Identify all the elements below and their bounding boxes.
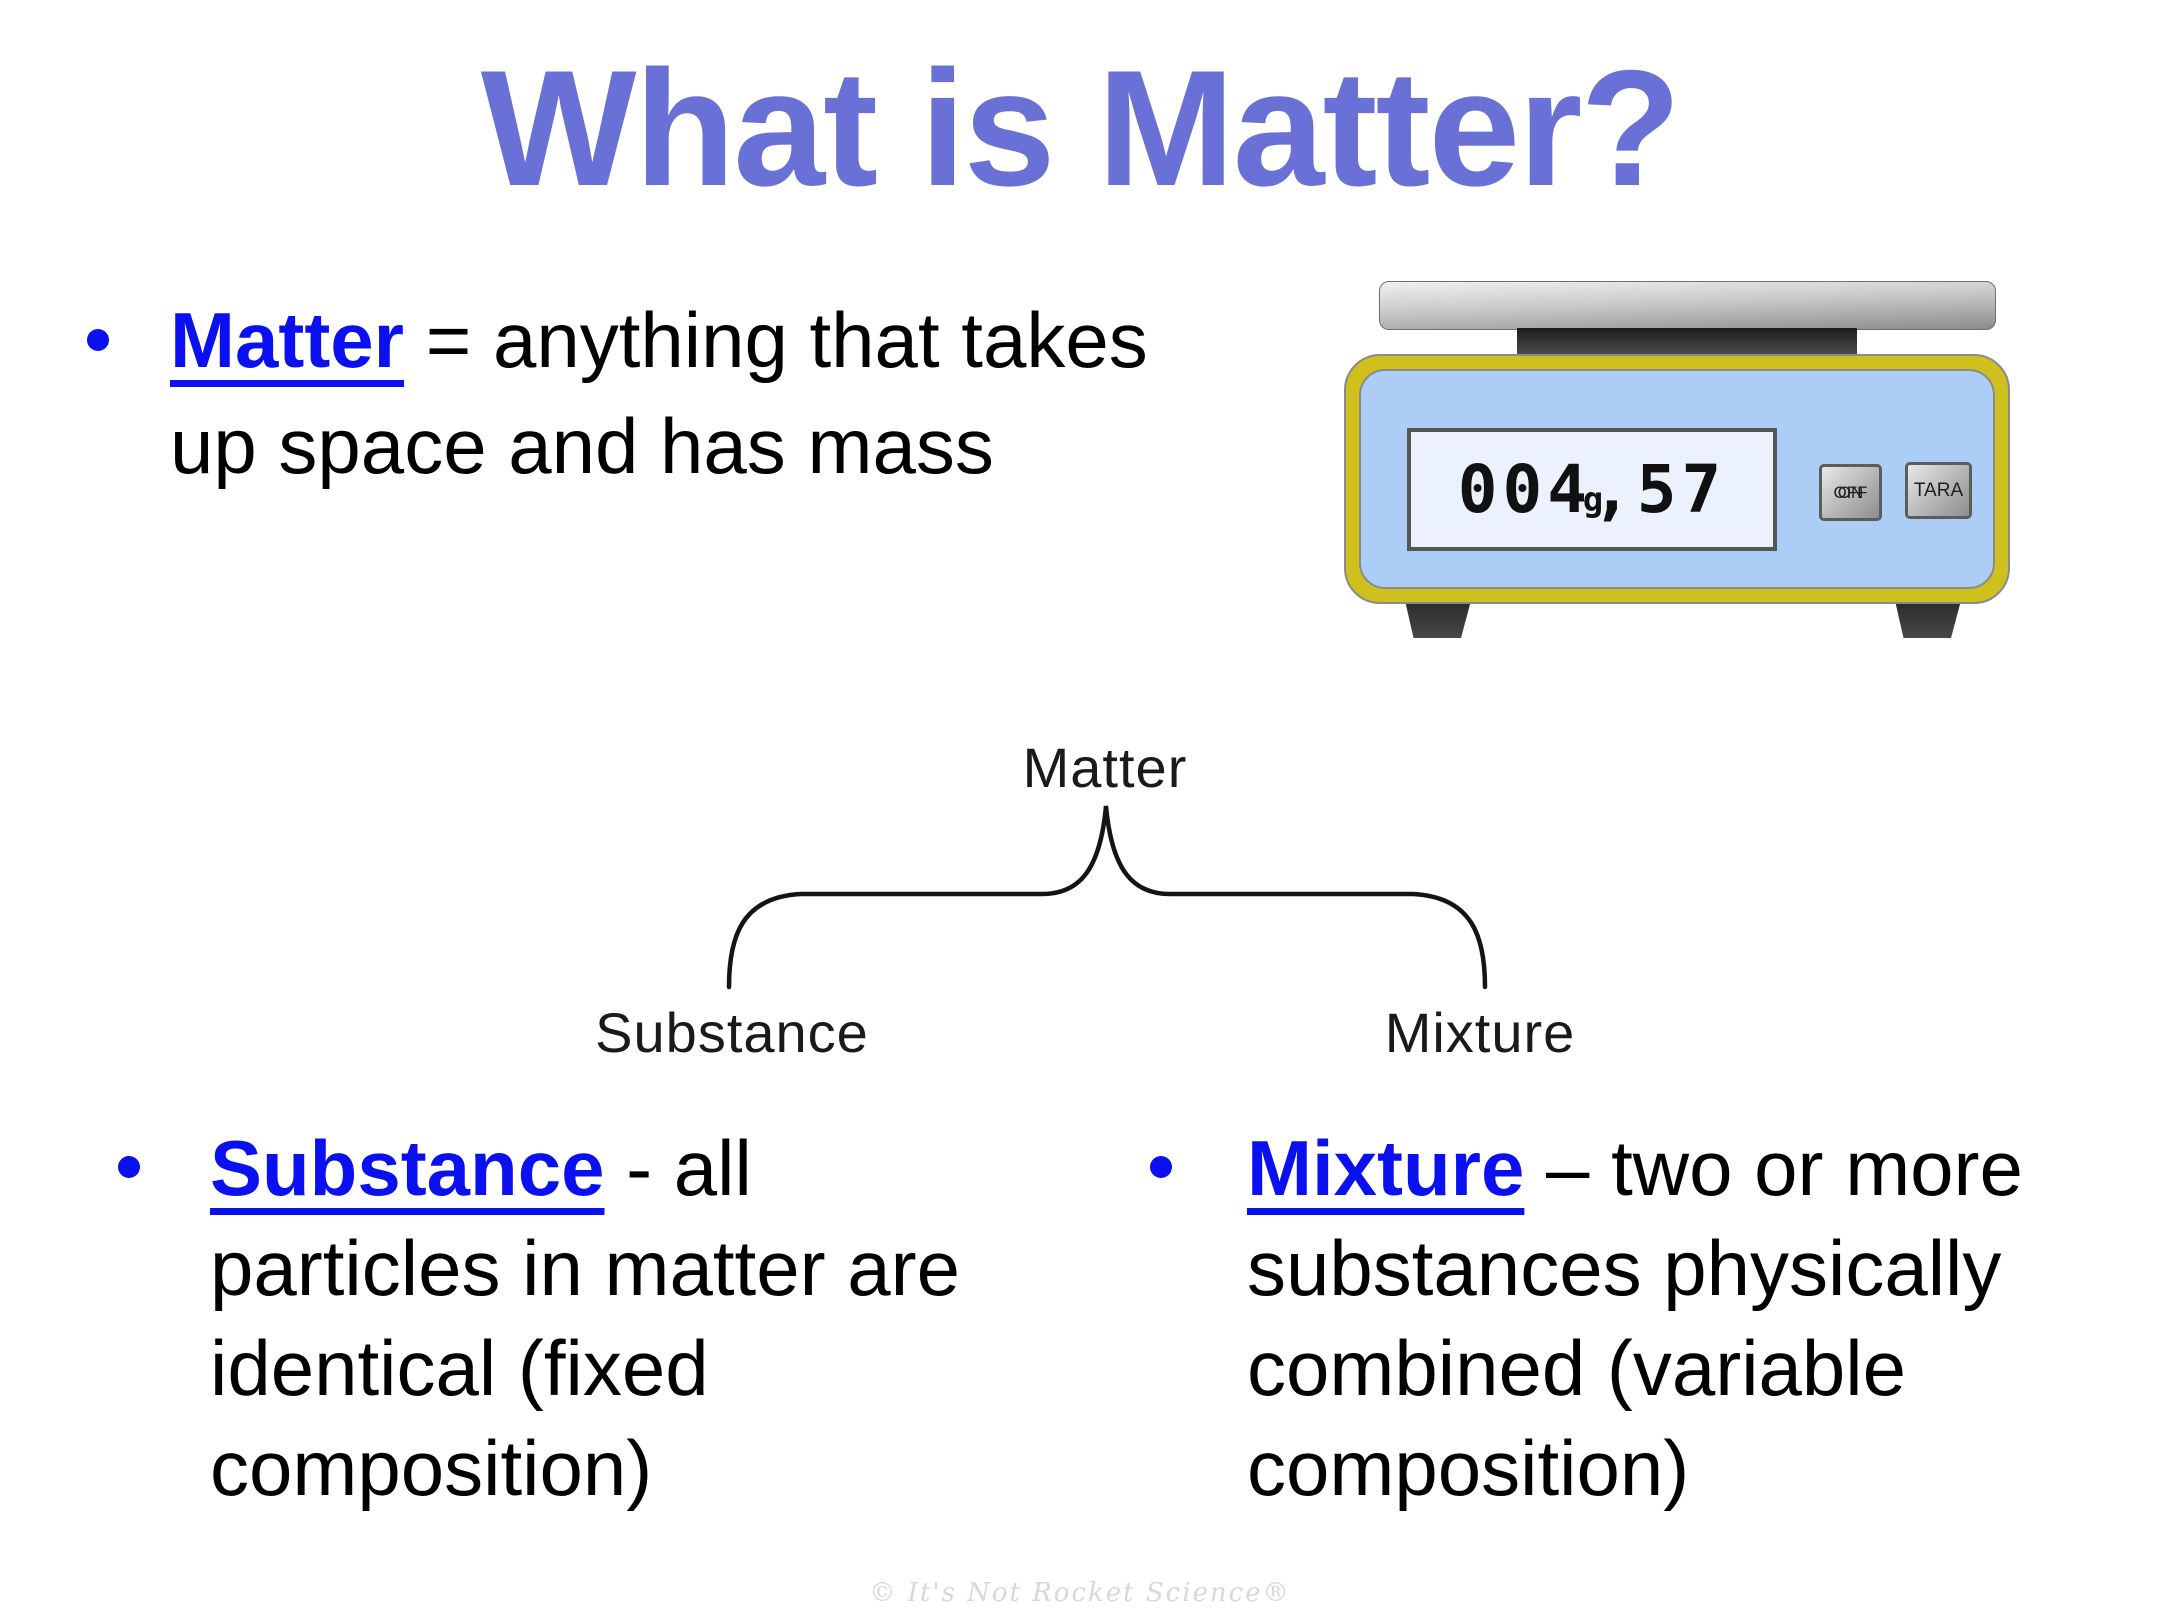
substance-term: Substance: [210, 1124, 605, 1212]
brace-curve-icon: [726, 805, 1488, 990]
bullet-dot: [118, 1156, 140, 1178]
substance-line4: composition): [210, 1424, 653, 1512]
scale-display-value: 004,57: [1457, 451, 1727, 528]
bullet-substance: Substance - all particles in matter are id…: [90, 1118, 1100, 1518]
scale-body-panel: 004,57 g ON OFF TARA: [1359, 369, 1995, 589]
diagram-right-label: Mixture: [1384, 1001, 1576, 1064]
bullet-mixture: Mixture – two or more substances physical…: [1120, 1118, 2160, 1518]
bullet-substance-text: Substance - all particles in matter are id…: [210, 1118, 960, 1518]
bullet-dot: [1150, 1156, 1172, 1178]
scale-foot-right: [1894, 600, 1962, 638]
substance-line2: particles in matter are: [210, 1224, 960, 1312]
power-button-label-on: ON: [1837, 482, 1864, 502]
mixture-line2: substances physically: [1247, 1224, 2002, 1312]
scale-power-button: ON OFF: [1819, 464, 1882, 521]
diagram-root-label: Matter: [1022, 736, 1188, 799]
diagram-left-label: Substance: [595, 1001, 869, 1064]
scale-foot-left: [1404, 600, 1472, 638]
substance-line3: identical (fixed: [210, 1324, 709, 1412]
mixture-rest-line1: – two or more: [1524, 1124, 2023, 1212]
tare-button-label: TARA: [1913, 479, 1964, 501]
mixture-line4: composition): [1247, 1424, 1690, 1512]
digital-scale-illustration: 004,57 g ON OFF TARA: [1330, 270, 2020, 650]
scale-display-unit: g: [1582, 479, 1604, 520]
scale-tare-button: TARA: [1905, 462, 1972, 519]
scale-weighing-plate: [1379, 281, 1996, 330]
copyright-watermark: © It's Not Rocket Science®: [869, 1578, 1291, 1608]
bullet-matter: Matter = anything that takes up space and…: [60, 287, 1320, 499]
page-title: What is Matter?: [480, 36, 1681, 220]
matter-term: Matter: [170, 296, 405, 384]
matter-rest-line1: = anything that takes: [404, 296, 1148, 384]
scale-display: 004,57 g: [1407, 428, 1777, 551]
mixture-term: Mixture: [1247, 1124, 1525, 1212]
bullet-matter-text: Matter = anything that takes up space and…: [170, 287, 1148, 499]
scale-pedestal: [1517, 328, 1857, 356]
power-button-label-off: OFF: [1833, 482, 1868, 502]
bullet-dot: [87, 329, 109, 351]
scale-body: 004,57 g ON OFF TARA: [1344, 354, 2010, 604]
substance-rest-line1: - all: [604, 1124, 752, 1212]
bullet-mixture-text: Mixture – two or more substances physical…: [1247, 1118, 2023, 1518]
matter-line2: up space and has mass: [170, 402, 994, 490]
mixture-line3: combined (variable: [1247, 1324, 1907, 1412]
